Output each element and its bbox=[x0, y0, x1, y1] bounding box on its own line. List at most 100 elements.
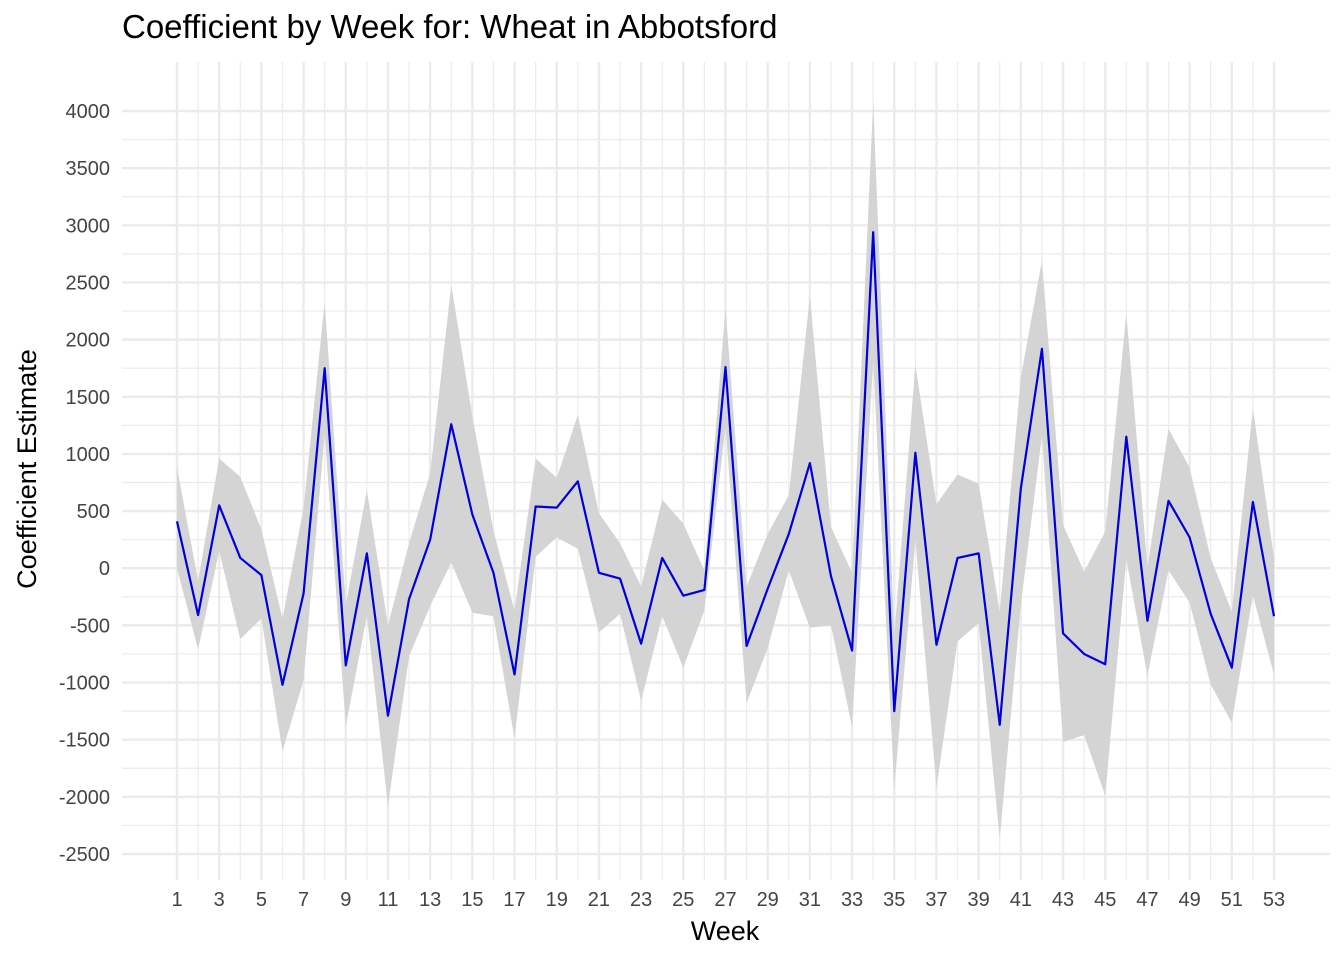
data-point bbox=[660, 556, 664, 560]
data-point bbox=[956, 556, 960, 560]
data-point bbox=[576, 479, 580, 483]
x-tick-label: 9 bbox=[340, 889, 351, 911]
x-tick-label: 51 bbox=[1221, 889, 1243, 911]
y-tick-label: 2000 bbox=[66, 330, 111, 352]
data-point bbox=[449, 422, 453, 426]
x-tick-label: 17 bbox=[503, 889, 525, 911]
data-point bbox=[1272, 614, 1276, 618]
x-tick-label: 25 bbox=[672, 889, 694, 911]
data-point bbox=[1061, 631, 1065, 635]
data-point bbox=[639, 642, 643, 646]
x-tick-label: 15 bbox=[461, 889, 483, 911]
data-point bbox=[871, 230, 875, 234]
y-tick-label: -1500 bbox=[59, 730, 110, 752]
data-point bbox=[428, 538, 432, 542]
x-tick-label: 1 bbox=[171, 889, 182, 911]
y-tick-label: 2500 bbox=[66, 272, 111, 294]
data-point bbox=[217, 503, 221, 507]
data-point bbox=[808, 461, 812, 465]
data-point bbox=[534, 505, 538, 509]
x-tick-label: 45 bbox=[1094, 889, 1116, 911]
x-tick-label: 35 bbox=[883, 889, 905, 911]
x-tick-label: 47 bbox=[1136, 889, 1158, 911]
data-point bbox=[850, 649, 854, 653]
data-point bbox=[766, 587, 770, 591]
x-tick-label: 43 bbox=[1052, 889, 1074, 911]
data-point bbox=[323, 366, 327, 370]
data-point bbox=[513, 673, 517, 677]
data-point bbox=[407, 597, 411, 601]
data-point bbox=[344, 663, 348, 667]
x-tick-label: 3 bbox=[214, 889, 225, 911]
y-tick-label: -2000 bbox=[59, 787, 110, 809]
x-tick-label: 19 bbox=[546, 889, 568, 911]
data-point bbox=[1019, 486, 1023, 490]
x-tick-label: 21 bbox=[588, 889, 610, 911]
x-tick-label: 31 bbox=[799, 889, 821, 911]
chart-title: Coefficient by Week for: Wheat in Abbots… bbox=[122, 8, 778, 45]
data-point bbox=[1124, 435, 1128, 439]
y-tick-label: 1500 bbox=[66, 387, 111, 409]
data-point bbox=[1145, 619, 1149, 623]
data-point bbox=[724, 365, 728, 369]
ribbon-layer bbox=[177, 101, 1274, 840]
data-point bbox=[1230, 666, 1234, 670]
data-point bbox=[1188, 535, 1192, 539]
data-point bbox=[934, 643, 938, 647]
data-point bbox=[302, 591, 306, 595]
data-point bbox=[1082, 652, 1086, 656]
y-tick-label: 0 bbox=[99, 558, 110, 580]
x-tick-label: 49 bbox=[1178, 889, 1200, 911]
x-tick-label: 33 bbox=[841, 889, 863, 911]
data-point bbox=[280, 683, 284, 687]
data-point bbox=[1251, 500, 1255, 504]
data-point bbox=[681, 594, 685, 598]
x-tick-label: 53 bbox=[1263, 889, 1285, 911]
y-tick-label: 1000 bbox=[66, 444, 111, 466]
confidence-ribbon bbox=[177, 101, 1274, 840]
data-point bbox=[555, 506, 559, 510]
data-point bbox=[618, 577, 622, 581]
y-tick-label: -1000 bbox=[59, 673, 110, 695]
x-tick-label: 23 bbox=[630, 889, 652, 911]
data-point bbox=[745, 644, 749, 648]
data-point bbox=[892, 709, 896, 713]
data-point bbox=[1040, 347, 1044, 351]
data-point bbox=[1167, 499, 1171, 503]
y-tick-label: 4000 bbox=[66, 101, 111, 123]
x-tick-labels: 1 3 5 7 9 11 13 15 17 19 21 23 25 27 29 31 33 35 37 39 41 43 4… bbox=[171, 889, 1285, 911]
data-point bbox=[977, 551, 981, 555]
data-point bbox=[238, 556, 242, 560]
data-point bbox=[365, 551, 369, 555]
y-tick-label: -2500 bbox=[59, 844, 110, 866]
y-tick-label: 3500 bbox=[66, 158, 111, 180]
x-tick-label: 11 bbox=[378, 889, 399, 911]
x-axis-title: Week bbox=[691, 916, 760, 946]
data-point bbox=[1103, 662, 1107, 666]
y-tick-label: -500 bbox=[70, 615, 110, 637]
grid-layer bbox=[122, 62, 1330, 880]
data-point bbox=[470, 513, 474, 517]
data-point bbox=[829, 574, 833, 578]
data-point bbox=[386, 714, 390, 718]
y-tick-label: 3000 bbox=[66, 215, 111, 237]
x-tick-label: 5 bbox=[256, 889, 267, 911]
x-tick-label: 37 bbox=[925, 889, 947, 911]
x-tick-label: 7 bbox=[298, 889, 309, 911]
y-tick-label: 500 bbox=[77, 501, 110, 523]
data-point bbox=[998, 723, 1002, 727]
data-point bbox=[259, 573, 263, 577]
y-axis-title: Coefficient Estimate bbox=[12, 349, 42, 589]
x-tick-label: 13 bbox=[419, 889, 441, 911]
x-tick-label: 27 bbox=[714, 889, 736, 911]
data-point bbox=[702, 588, 706, 592]
line-layer bbox=[175, 230, 1276, 727]
data-point bbox=[1209, 612, 1213, 616]
series-line bbox=[175, 231, 1276, 726]
data-point bbox=[491, 571, 495, 575]
x-tick-label: 29 bbox=[757, 889, 779, 911]
data-point bbox=[913, 451, 917, 455]
data-point bbox=[597, 571, 601, 575]
x-tick-label: 39 bbox=[968, 889, 990, 911]
